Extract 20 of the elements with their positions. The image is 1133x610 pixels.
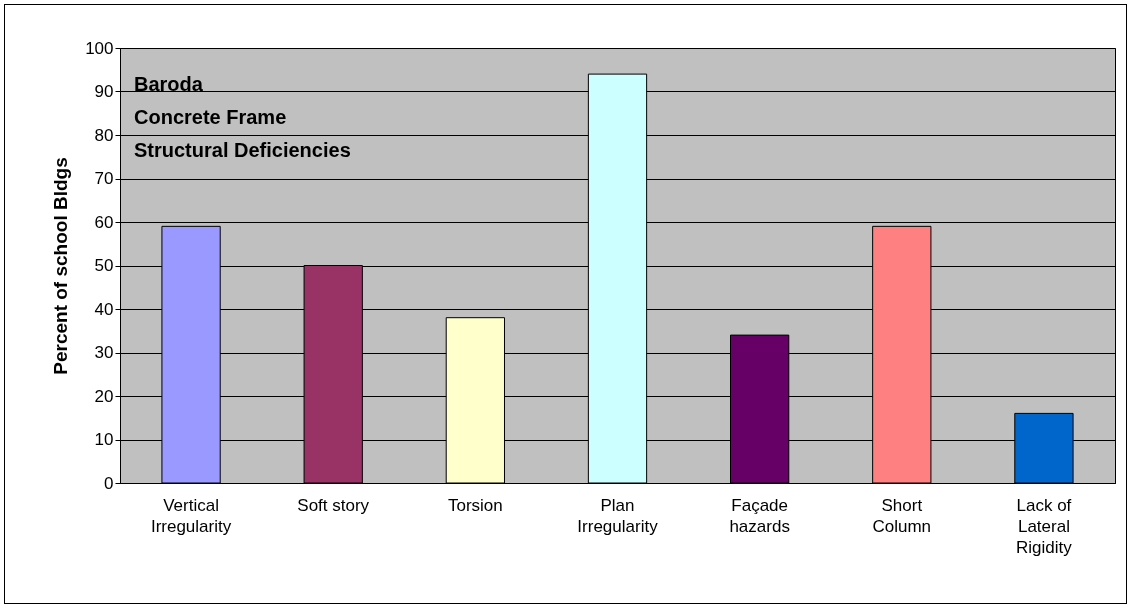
x-tick-label: Lack of Lateral Rigidity (1016, 495, 1073, 557)
y-tick-label: 10 (94, 430, 114, 449)
y-tick-label: 0 (104, 473, 114, 493)
x-tick-label: Torsion (447, 495, 503, 515)
y-tick-label: 90 (94, 82, 114, 101)
text: Baroda Concrete Frame Structural Deficiencies (134, 73, 351, 161)
x-tick-label: Plan Irregularity (577, 495, 659, 536)
y-tick-label: 40 (94, 299, 114, 319)
y-tick-label: 100 (85, 38, 114, 58)
y-axis-title: Percent of school Bldgs (50, 157, 72, 375)
y-tick-label: 50 (94, 256, 114, 275)
x-tick-label: Vertical Irregularity (150, 495, 232, 536)
y-tick-label: 80 (94, 125, 114, 145)
x-tick-label: Short Column (872, 495, 932, 536)
x-tick-label: Façade hazards (729, 495, 790, 536)
y-tick-label: 70 (94, 169, 114, 188)
x-tick-label: Soft story (297, 495, 370, 515)
y-tick-label: 20 (94, 386, 114, 406)
y-tick-label: 60 (94, 212, 114, 232)
y-tick-label: 30 (94, 343, 114, 362)
